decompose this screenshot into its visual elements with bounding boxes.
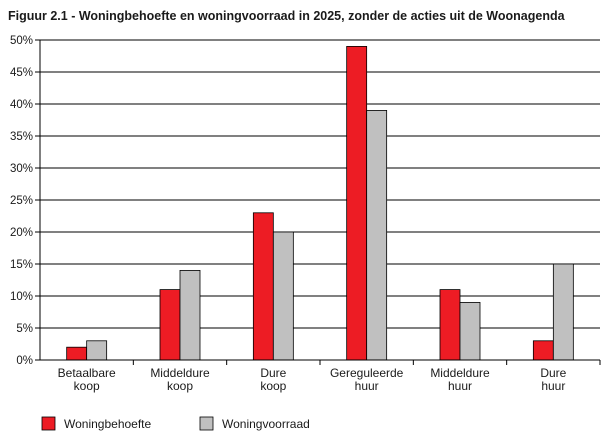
y-tick-label: 5% <box>16 323 33 335</box>
category-label: Dure koop <box>260 366 286 393</box>
y-tick-label: 35% <box>10 131 33 143</box>
legend-swatch-woningvoorraad <box>199 416 214 431</box>
bar-woningvoorraad-3 <box>366 110 388 361</box>
y-tick-label: 0% <box>16 355 33 367</box>
gridlines <box>40 39 600 329</box>
bar-woningvoorraad-0 <box>86 340 108 361</box>
y-tick-label: 25% <box>10 195 33 207</box>
bar-woningvoorraad-1 <box>179 269 201 361</box>
legend-label-woningbehoefte: Woningbehoefte <box>64 417 152 431</box>
y-tick-label: 10% <box>10 291 33 303</box>
x-axis-categories: Betaalbare koop Middeldure koop Dure koop Gere… <box>58 360 601 393</box>
legend: Woningbehoefte Woningvoorraad <box>41 416 310 431</box>
y-tick-label: 30% <box>10 163 33 175</box>
bar-woningbehoefte-3 <box>346 46 368 361</box>
category-label: Gereguleerde huur <box>330 366 404 393</box>
category-label: Middeldure koop <box>150 366 210 393</box>
category-label: Betaalbare koop <box>58 366 116 393</box>
category-label: Middeldure huur <box>430 366 490 393</box>
bar-woningbehoefte-4 <box>439 289 461 361</box>
bar-woningvoorraad-2 <box>272 231 294 361</box>
bar-woningvoorraad-5 <box>552 263 574 361</box>
category-label: Dure huur <box>540 366 566 393</box>
bar-woningbehoefte-2 <box>252 212 274 361</box>
bar-woningbehoefte-1 <box>159 289 181 361</box>
y-tick-label: 15% <box>10 259 33 271</box>
legend-swatch-woningbehoefte <box>41 416 56 431</box>
y-tick-label: 40% <box>10 99 33 111</box>
y-tick-label: 50% <box>10 35 33 47</box>
bar-woningbehoefte-0 <box>66 346 88 361</box>
y-tick-label: 45% <box>10 67 33 79</box>
y-tick-label: 20% <box>10 227 33 239</box>
chart-title: Figuur 2.1 - Woningbehoefte en woningvoo… <box>8 9 565 23</box>
y-axis-ticks: 0% 5% 10% 15% 20% 25% 30% 35% 40% 45% 50% <box>10 35 40 367</box>
legend-label-woningvoorraad: Woningvoorraad <box>222 417 310 431</box>
bar-woningbehoefte-5 <box>532 340 554 361</box>
bar-woningvoorraad-4 <box>459 301 481 361</box>
bars <box>66 46 574 361</box>
